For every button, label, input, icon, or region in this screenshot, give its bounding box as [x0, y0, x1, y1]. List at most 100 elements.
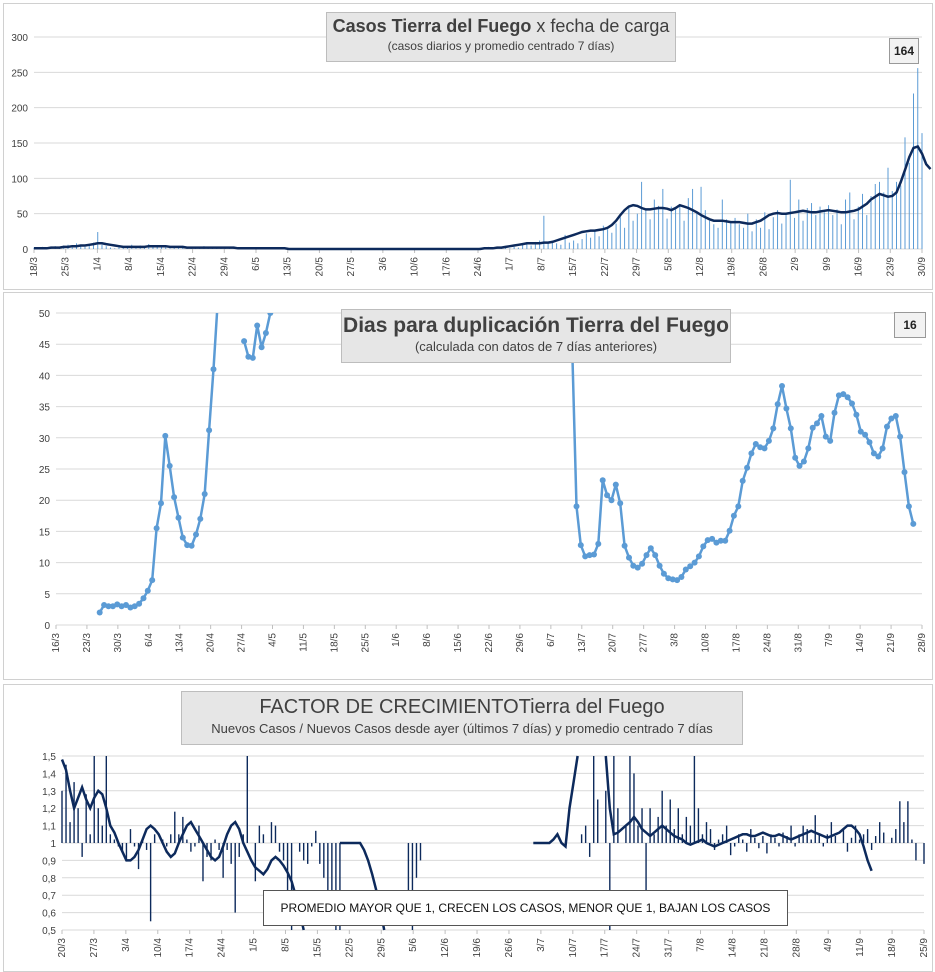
- growth-x-tick-label: 28/8: [791, 938, 802, 958]
- doubling-point: [153, 525, 160, 532]
- doubling-point: [814, 420, 820, 427]
- growth-x-tick-label: 3/7: [536, 938, 547, 952]
- doubling-x-tick-label: 17/8: [731, 633, 742, 653]
- doubling-point: [262, 330, 269, 336]
- doubling-point: [765, 437, 772, 444]
- cases-x-tick-label: 29/7: [632, 257, 643, 277]
- cases-chart-subtitle: (casos diarios y promedio centrado 7 día…: [387, 39, 615, 53]
- growth-x-tick-label: 14/8: [727, 938, 738, 958]
- doubling-point: [857, 428, 864, 435]
- cases-x-tick-label: 18/3: [29, 257, 40, 277]
- cases-x-tick-label: 6/5: [251, 257, 262, 271]
- doubling-point: [193, 531, 199, 538]
- doubling-point: [783, 405, 790, 412]
- doubling-point: [739, 477, 746, 484]
- doubling-x-tick-label: 13/7: [577, 633, 588, 653]
- doubling-point: [722, 537, 729, 544]
- doubling-point: [105, 603, 112, 610]
- doubling-point: [254, 322, 261, 329]
- doubling-point: [779, 383, 785, 389]
- cases-chart-panel: 300 250 200 150 100 50 0 18/3 25/3 1/4 8/4 15/4 22/4…: [3, 3, 933, 290]
- cases-x-tick-label: 22/7: [600, 257, 611, 277]
- cases-chart-title: Casos Tierra del Fuego x fecha de carga …: [326, 12, 676, 62]
- growth-average-line: [60, 759, 305, 931]
- doubling-point: [258, 344, 265, 351]
- cases-y-tick-label: 50: [17, 210, 29, 221]
- doubling-x-tick-label: 8/6: [422, 633, 433, 647]
- doubling-point: [639, 560, 646, 567]
- doubling-point: [617, 500, 624, 507]
- growth-x-tick-label: 17/4: [185, 938, 196, 958]
- doubling-badge: 16: [894, 312, 926, 338]
- cases-x-tick-label: 19/8: [727, 257, 738, 277]
- doubling-point: [735, 503, 742, 510]
- doubling-x-tick-label: 27/4: [237, 633, 248, 653]
- doubling-point: [249, 354, 256, 361]
- doubling-point: [840, 391, 847, 398]
- cases-x-tick-label: 3/6: [378, 257, 389, 271]
- cases-x-tick-label: 20/5: [314, 257, 325, 277]
- doubling-point: [197, 515, 204, 522]
- cases-chart: 300 250 200 150 100 50 018/3 25/3 1/4 8/4 15/4 22/4…: [11, 33, 932, 277]
- cases-x-tick-label: 8/7: [536, 257, 547, 271]
- doubling-point: [586, 552, 593, 559]
- cases-y-tick-label: 150: [11, 139, 28, 150]
- growth-y-tick-label: 1,5: [42, 752, 56, 763]
- growth-y-tick-label: 0,5: [42, 926, 56, 937]
- doubling-point: [652, 552, 659, 559]
- growth-x-tick-label: 19/6: [472, 938, 483, 958]
- doubling-point: [822, 433, 829, 440]
- doubling-point: [241, 338, 248, 345]
- doubling-point: [577, 542, 584, 549]
- growth-x-tick-label: 27/3: [89, 938, 100, 958]
- doubling-point: [849, 400, 855, 407]
- growth-x-tick-label: 18/9: [887, 938, 898, 958]
- doubling-point: [831, 409, 838, 416]
- doubling-y-tick-label: 45: [39, 340, 51, 351]
- doubling-x-tick-label: 4/5: [268, 633, 279, 647]
- doubling-x-tick-label: 1/6: [391, 633, 402, 647]
- growth-y-tick-label: 1,4: [42, 769, 56, 780]
- doubling-point: [149, 577, 156, 584]
- growth-x-tick-label: 3/4: [121, 938, 132, 952]
- doubling-point: [748, 450, 755, 457]
- doubling-x-tick-label: 14/9: [855, 633, 866, 653]
- growth-x-tick-label: 8/5: [280, 938, 291, 952]
- doubling-x-tick-label: 29/6: [515, 633, 526, 653]
- doubling-point: [761, 445, 768, 452]
- doubling-line: [98, 313, 219, 614]
- doubling-point: [800, 458, 807, 465]
- growth-y-tick-label: 0,9: [42, 856, 56, 867]
- doubling-point: [774, 401, 781, 408]
- growth-y-tick-label: 0,6: [42, 909, 56, 920]
- cases-y-tick-label: 0: [22, 245, 28, 256]
- growth-y-tick-label: 0,8: [42, 874, 56, 885]
- cases-y-tick-label: 250: [11, 68, 28, 79]
- growth-chart-panel: 1,5 1,4 1,3 1,2 1,1 1 0,9 0,8 0,7 0,6 0,5 20/3 27/3 3…: [3, 684, 933, 972]
- doubling-point: [612, 481, 619, 488]
- doubling-point: [591, 551, 597, 558]
- doubling-x-tick-label: 31/8: [793, 633, 804, 653]
- doubling-point: [818, 413, 825, 419]
- doubling-point: [123, 602, 129, 608]
- doubling-point: [660, 570, 667, 577]
- growth-x-tick-label: 1/5: [249, 938, 260, 952]
- doubling-point: [267, 313, 274, 316]
- doubling-point: [131, 603, 138, 610]
- doubling-point: [136, 600, 143, 607]
- doubling-point: [853, 411, 860, 418]
- doubling-chart-title: Dias para duplicación Tierra del Fuego (…: [341, 309, 731, 363]
- growth-x-tick-label: 11/9: [855, 938, 866, 957]
- doubling-point: [647, 545, 654, 552]
- doubling-point: [140, 595, 147, 602]
- cases-x-tick-label: 8/4: [124, 257, 135, 271]
- growth-x-tick-label: 7/8: [696, 938, 707, 952]
- growth-x-tick-label: 20/3: [57, 938, 68, 958]
- cases-x-tick-label: 25/3: [61, 257, 72, 277]
- doubling-title: Dias para duplicación Tierra del Fuego: [343, 314, 729, 337]
- cases-y-tick-label: 200: [11, 104, 28, 115]
- growth-x-tick-label: 12/6: [440, 938, 451, 958]
- doubling-point: [695, 553, 702, 560]
